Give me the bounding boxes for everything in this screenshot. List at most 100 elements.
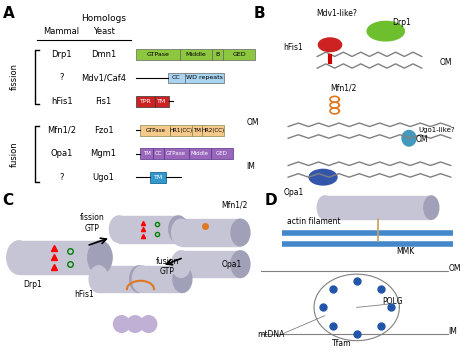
- Ellipse shape: [89, 266, 108, 292]
- Text: C: C: [3, 193, 14, 207]
- Text: OM: OM: [439, 58, 452, 67]
- Ellipse shape: [7, 241, 31, 274]
- Text: Middle: Middle: [191, 151, 209, 156]
- Ellipse shape: [169, 216, 188, 242]
- Text: HR2(CC): HR2(CC): [201, 128, 225, 133]
- Text: hFis1: hFis1: [51, 97, 73, 106]
- Text: POLG: POLG: [383, 297, 403, 306]
- Ellipse shape: [130, 266, 148, 292]
- Bar: [19, 241, 100, 274]
- Ellipse shape: [172, 219, 191, 246]
- Text: GTPase: GTPase: [166, 151, 186, 156]
- Text: Mgm1: Mgm1: [91, 149, 117, 158]
- FancyBboxPatch shape: [189, 148, 211, 159]
- Ellipse shape: [317, 196, 332, 219]
- Text: Drp1: Drp1: [51, 50, 72, 59]
- FancyBboxPatch shape: [185, 73, 224, 83]
- Text: IM: IM: [448, 327, 457, 336]
- Text: Middle: Middle: [186, 52, 206, 57]
- Text: TPR: TPR: [139, 99, 151, 104]
- Text: OM: OM: [416, 135, 428, 144]
- FancyBboxPatch shape: [136, 49, 180, 60]
- Text: MMK: MMK: [397, 247, 415, 256]
- Ellipse shape: [88, 241, 112, 274]
- Bar: [181, 251, 240, 278]
- Text: TM: TM: [193, 128, 201, 133]
- FancyBboxPatch shape: [170, 125, 192, 136]
- Text: B: B: [253, 6, 265, 21]
- Text: GTPase: GTPase: [146, 128, 165, 133]
- Text: Mfn1/2: Mfn1/2: [330, 83, 356, 92]
- Text: Mdv1/Caf4: Mdv1/Caf4: [81, 73, 126, 82]
- Text: fission: fission: [10, 63, 19, 90]
- FancyBboxPatch shape: [153, 148, 164, 159]
- Text: actin filament: actin filament: [287, 217, 341, 226]
- Text: ?: ?: [59, 173, 64, 182]
- Bar: [99, 266, 139, 292]
- Text: fusion
GTP: fusion GTP: [156, 257, 179, 276]
- Text: GTPase: GTPase: [146, 52, 169, 57]
- Ellipse shape: [109, 216, 128, 242]
- Text: B: B: [215, 52, 219, 57]
- Ellipse shape: [231, 219, 250, 246]
- Bar: [325, 196, 431, 219]
- Text: Fzo1: Fzo1: [94, 126, 113, 135]
- Ellipse shape: [132, 266, 151, 292]
- Text: Drp1: Drp1: [23, 280, 42, 290]
- FancyBboxPatch shape: [140, 125, 170, 136]
- Text: Yeast: Yeast: [92, 27, 114, 36]
- Text: Homologs: Homologs: [81, 14, 126, 23]
- Text: Ugo1-like?: Ugo1-like?: [418, 127, 455, 133]
- Ellipse shape: [309, 169, 337, 185]
- Text: GED: GED: [216, 151, 228, 156]
- Text: TM: TM: [157, 99, 167, 104]
- Text: fission
GTP: fission GTP: [80, 213, 104, 233]
- FancyBboxPatch shape: [140, 148, 153, 159]
- Text: CC: CC: [172, 75, 181, 80]
- Text: Opa1: Opa1: [283, 188, 304, 197]
- Text: Mfn1/2: Mfn1/2: [47, 126, 76, 135]
- Text: Dmn1: Dmn1: [91, 50, 116, 59]
- Ellipse shape: [367, 22, 404, 41]
- FancyBboxPatch shape: [212, 49, 223, 60]
- FancyBboxPatch shape: [164, 148, 189, 159]
- Text: hFis1: hFis1: [283, 43, 303, 52]
- Text: TM: TM: [154, 175, 163, 180]
- Ellipse shape: [402, 130, 416, 146]
- FancyBboxPatch shape: [202, 125, 224, 136]
- FancyBboxPatch shape: [223, 49, 255, 60]
- FancyBboxPatch shape: [211, 148, 233, 159]
- Ellipse shape: [172, 251, 191, 278]
- Text: Drp1: Drp1: [392, 18, 411, 27]
- FancyBboxPatch shape: [180, 49, 212, 60]
- Ellipse shape: [113, 316, 130, 332]
- Text: ?: ?: [59, 73, 64, 82]
- Text: OM: OM: [246, 118, 259, 127]
- Text: CC: CC: [155, 151, 162, 156]
- Text: Mdv1-like?: Mdv1-like?: [316, 9, 357, 18]
- Text: HR1(CC): HR1(CC): [170, 128, 193, 133]
- Text: Mammal: Mammal: [44, 27, 80, 36]
- Text: Ugo1: Ugo1: [92, 173, 114, 182]
- Text: A: A: [2, 6, 14, 21]
- Text: Tfam: Tfam: [332, 339, 352, 348]
- Ellipse shape: [319, 38, 342, 52]
- Ellipse shape: [173, 266, 192, 292]
- Text: D: D: [265, 193, 278, 207]
- Ellipse shape: [127, 316, 143, 332]
- FancyBboxPatch shape: [155, 96, 169, 107]
- Text: WD repeats: WD repeats: [186, 75, 223, 80]
- Text: Opa1: Opa1: [221, 261, 242, 269]
- FancyBboxPatch shape: [150, 172, 166, 183]
- FancyBboxPatch shape: [168, 73, 185, 83]
- Bar: [181, 219, 240, 246]
- Text: TM: TM: [143, 151, 151, 156]
- Text: hFis1: hFis1: [74, 290, 94, 299]
- Text: Mfn1/2: Mfn1/2: [221, 201, 248, 210]
- Text: OM: OM: [448, 264, 461, 273]
- Text: mtDNA: mtDNA: [258, 330, 285, 339]
- Text: GED: GED: [232, 52, 246, 57]
- FancyBboxPatch shape: [136, 96, 155, 107]
- FancyBboxPatch shape: [192, 125, 202, 136]
- Ellipse shape: [424, 196, 439, 219]
